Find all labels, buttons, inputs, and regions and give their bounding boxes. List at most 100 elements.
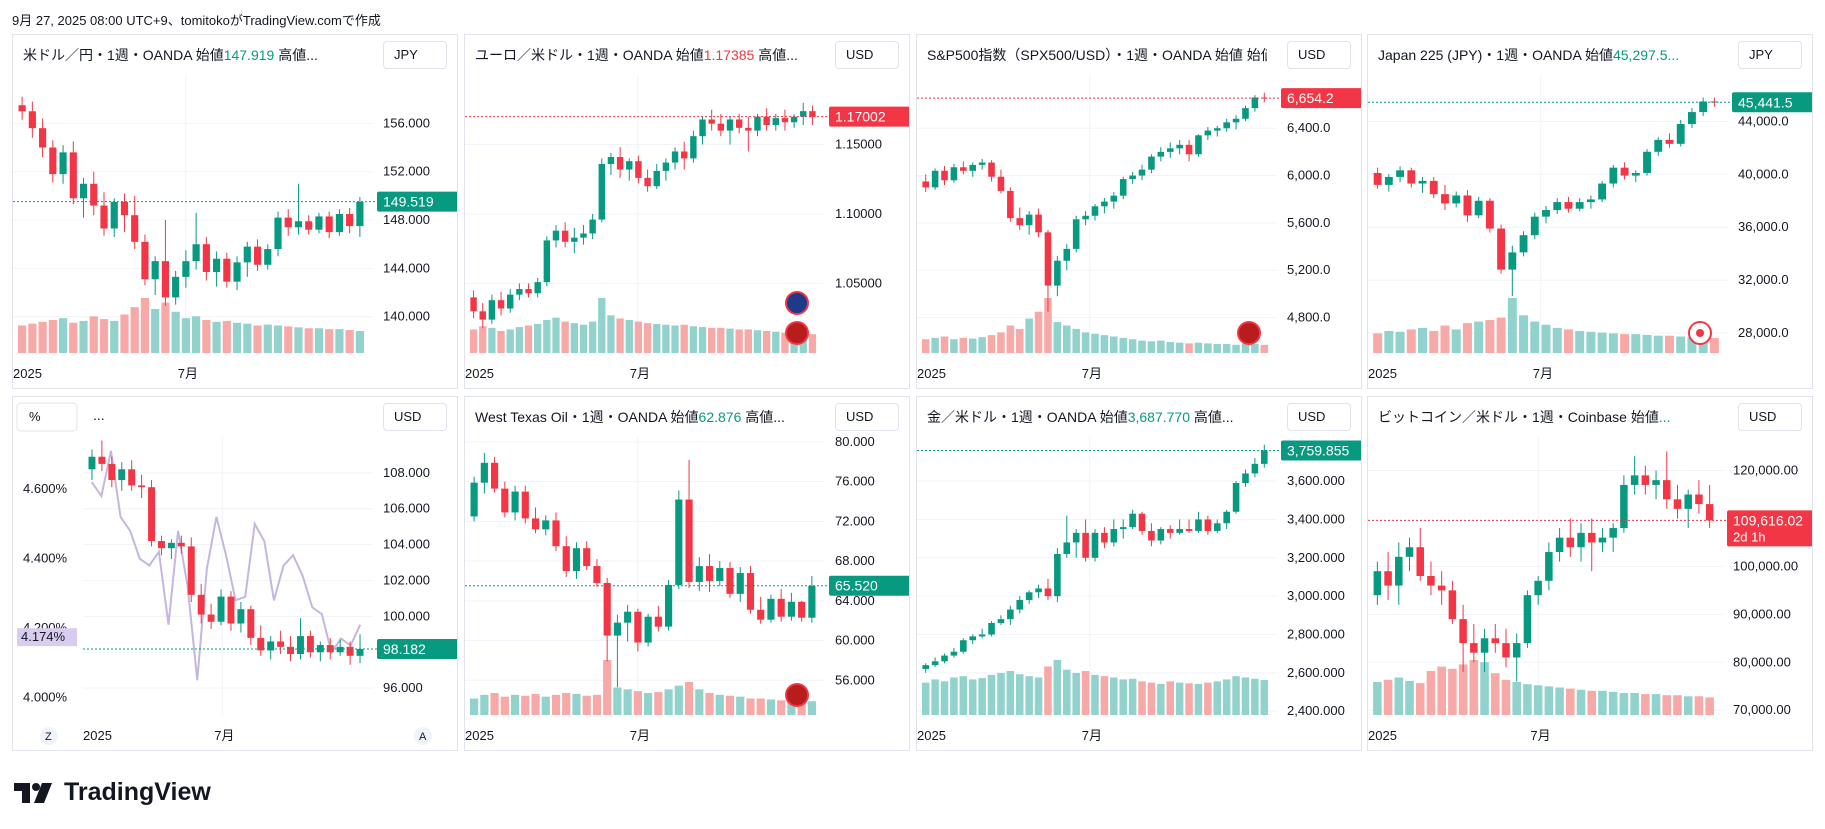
zoom-badge[interactable] bbox=[40, 727, 58, 745]
currency-button[interactable]: USD bbox=[1287, 403, 1351, 431]
currency-button[interactable]: USD bbox=[835, 41, 899, 69]
chart-panel-btcusd[interactable]: 120,000.00 100,000.00 90,000.00 80,000.00 70… bbox=[1367, 396, 1813, 751]
volume-bar bbox=[950, 677, 958, 715]
currency-button[interactable]: USD bbox=[1738, 403, 1802, 431]
auto-scale-badge[interactable] bbox=[414, 727, 432, 745]
candle-body bbox=[1684, 494, 1692, 509]
time-axis[interactable]: 2025 7月 bbox=[465, 366, 650, 381]
chart-panel-jp225[interactable]: 44,000.0 40,000.0 36,000.0 32,000.0 28,000.0… bbox=[1367, 34, 1813, 389]
chart-svg-eurusd[interactable]: 1.15000 1.10000 1.05000 1.17002 2025 7月 bbox=[465, 35, 910, 389]
candle-body bbox=[161, 261, 169, 298]
chart-title[interactable]: 米ドル／円・1週・OANDA 始値147.919 高値... bbox=[23, 45, 363, 65]
time-axis[interactable]: 2025 7月 bbox=[1368, 366, 1553, 381]
price-tick-label: 6,000.0 bbox=[1287, 168, 1330, 183]
volume-bar bbox=[541, 696, 550, 715]
price-axis[interactable]: 6,400.0 6,000.0 5,600.0 5,200.0 4,800.0 bbox=[1287, 120, 1330, 324]
price-tick-label: 106.000 bbox=[383, 501, 430, 516]
chart-svg-spx500[interactable]: 6,400.0 6,000.0 5,600.0 5,200.0 4,800.0 6,654… bbox=[917, 35, 1362, 389]
time-axis[interactable]: 2025 7月 bbox=[1368, 728, 1551, 743]
last-price-label: 1.17002 bbox=[835, 109, 886, 125]
chart-svg-dxy_tnx[interactable]: 4.600%4.400%4.200%4.000%4.174%%108.00010… bbox=[13, 397, 458, 751]
volume-bar bbox=[1676, 336, 1686, 353]
currency-button[interactable]: USD bbox=[383, 403, 447, 431]
price-axis[interactable]: 80.000 76.000 72.000 68.000 64.000 60.000 56.0… bbox=[835, 434, 875, 687]
volume-bar bbox=[987, 335, 996, 353]
candle-body bbox=[665, 584, 673, 627]
volume-bar bbox=[1662, 695, 1672, 715]
candle-body bbox=[531, 518, 540, 530]
volume-bar bbox=[808, 334, 817, 353]
volume-bar bbox=[1426, 671, 1436, 715]
candle-body bbox=[1138, 513, 1146, 531]
volume-bar bbox=[469, 329, 478, 353]
volume-bar bbox=[1448, 668, 1457, 715]
volume-bar bbox=[506, 329, 514, 353]
price-tick-label: 3,200.000 bbox=[1287, 550, 1345, 565]
currency-button[interactable]: USD bbox=[835, 403, 899, 431]
time-axis[interactable]: 2025 7月 bbox=[465, 728, 650, 743]
candle-body bbox=[336, 646, 344, 653]
candle-body bbox=[1530, 216, 1539, 236]
chart-panel-xauusd[interactable]: 3,600.000 3,400.000 3,200.000 3,000.000 2,80… bbox=[916, 396, 1362, 751]
chart-svg-xauusd[interactable]: 3,600.000 3,400.000 3,200.000 3,000.000 2,80… bbox=[917, 397, 1362, 751]
time-axis[interactable]: 2025 7月 bbox=[83, 728, 234, 743]
volume-bar bbox=[978, 337, 986, 353]
us-flag-icon[interactable] bbox=[785, 683, 809, 707]
time-axis[interactable]: 2025 7月 bbox=[917, 728, 1102, 743]
candle-body bbox=[941, 170, 948, 181]
price-axis[interactable]: 1.15000 1.10000 1.05000 bbox=[835, 137, 882, 291]
volume-bar bbox=[1642, 334, 1652, 353]
time-label-july: 7月 bbox=[178, 366, 198, 381]
chart-svg-jp225[interactable]: 44,000.0 40,000.0 36,000.0 32,000.0 28,000.0… bbox=[1368, 35, 1813, 389]
candle-body bbox=[1213, 128, 1221, 131]
candle-body bbox=[1663, 480, 1671, 500]
open-label: 始値 bbox=[666, 409, 699, 425]
volume-bar bbox=[1185, 343, 1193, 353]
chart-panel-eurusd[interactable]: 1.15000 1.10000 1.05000 1.17002 2025 7月 ユーロ／米ド… bbox=[464, 34, 910, 389]
candle-body bbox=[757, 609, 765, 620]
price-axis[interactable]: 108.000106.000104.000102.000100.00098.00… bbox=[383, 465, 430, 695]
candle-body bbox=[1418, 180, 1427, 184]
volume-bar bbox=[1194, 683, 1203, 715]
chart-title[interactable]: ビットコイン／米ドル・1週・Coinbase 始値... bbox=[1378, 407, 1718, 427]
candle-body bbox=[1007, 609, 1014, 620]
chart-title[interactable]: ユーロ／米ドル・1週・OANDA 始値1.17385 高値... bbox=[475, 45, 815, 65]
chart-title[interactable]: S&P500指数（SPX500/USD）・1週・OANDA 始値 始値... bbox=[927, 45, 1267, 65]
chart-panel-dxy_tnx[interactable]: 4.600% 4.400% 4.200% 4.000% 4.174%% 108.000 10… bbox=[12, 396, 458, 751]
time-axis[interactable]: 2025 7月 bbox=[917, 366, 1102, 381]
chart-svg-btcusd[interactable]: 120,000.00 100,000.00 90,000.00 80,000.00 70… bbox=[1368, 397, 1813, 751]
candle-body bbox=[1063, 248, 1071, 261]
us-flag-icon[interactable] bbox=[1237, 321, 1261, 345]
currency-button[interactable]: JPY bbox=[383, 41, 447, 69]
volume-bar bbox=[1044, 298, 1052, 353]
candle-body bbox=[507, 294, 514, 309]
volume-bar bbox=[787, 700, 796, 715]
currency-button[interactable]: JPY bbox=[1738, 41, 1802, 69]
chart-panel-usdjpy[interactable]: 156.000 152.000 148.000 144.000 140.000 149.5… bbox=[12, 34, 458, 389]
us-flag-icon[interactable] bbox=[785, 321, 809, 345]
price-axis[interactable]: 120,000.00 100,000.00 90,000.00 80,000.00 70… bbox=[1733, 463, 1798, 718]
chart-title[interactable]: ... bbox=[93, 407, 133, 423]
price-axis[interactable]: 44,000.0 40,000.0 36,000.0 32,000.0 28,000.0 bbox=[1738, 113, 1789, 340]
price-axis[interactable]: 3,600.000 3,400.000 3,200.000 3,000.000 2,80… bbox=[1287, 473, 1345, 718]
price-axis[interactable]: 156.000 152.000 148.000 144.000 140.000 bbox=[383, 115, 430, 323]
chart-title[interactable]: West Texas Oil・1週・OANDA 始値62.876 高値... bbox=[475, 407, 815, 427]
chart-svg-usdjpy[interactable]: 156.000 152.000 148.000 144.000 140.000 149.5… bbox=[13, 35, 458, 389]
candle-body bbox=[1598, 537, 1607, 543]
volume-bar bbox=[1110, 336, 1118, 353]
chart-title[interactable]: Japan 225 (JPY)・1週・OANDA 始値45,297.5... bbox=[1378, 45, 1718, 65]
tradingview-logo[interactable]: TradingView bbox=[14, 778, 211, 807]
time-axis[interactable]: 2025 7月 bbox=[13, 366, 198, 381]
candle-body bbox=[922, 181, 929, 188]
left-axis-unit-box[interactable] bbox=[16, 402, 78, 432]
eu-flag-icon[interactable] bbox=[785, 291, 809, 315]
volume-bar bbox=[1034, 677, 1043, 715]
chart-svg-wti[interactable]: 80.000 76.000 72.000 68.000 64.000 60.000 56.0… bbox=[465, 397, 910, 751]
chart-panel-spx500[interactable]: 6,400.0 6,000.0 5,600.0 5,200.0 4,800.0 6,654… bbox=[916, 34, 1362, 389]
chart-panel-wti[interactable]: 80.000 76.000 72.000 68.000 64.000 60.000 56.0… bbox=[464, 396, 910, 751]
chart-title[interactable]: 金／米ドル・1週・OANDA 始値3,687.770 高値... bbox=[927, 407, 1267, 427]
currency-button[interactable]: USD bbox=[1287, 41, 1351, 69]
volume-bar bbox=[1619, 693, 1629, 715]
last-price-badge bbox=[829, 575, 909, 596]
volume-bar bbox=[1166, 681, 1175, 715]
